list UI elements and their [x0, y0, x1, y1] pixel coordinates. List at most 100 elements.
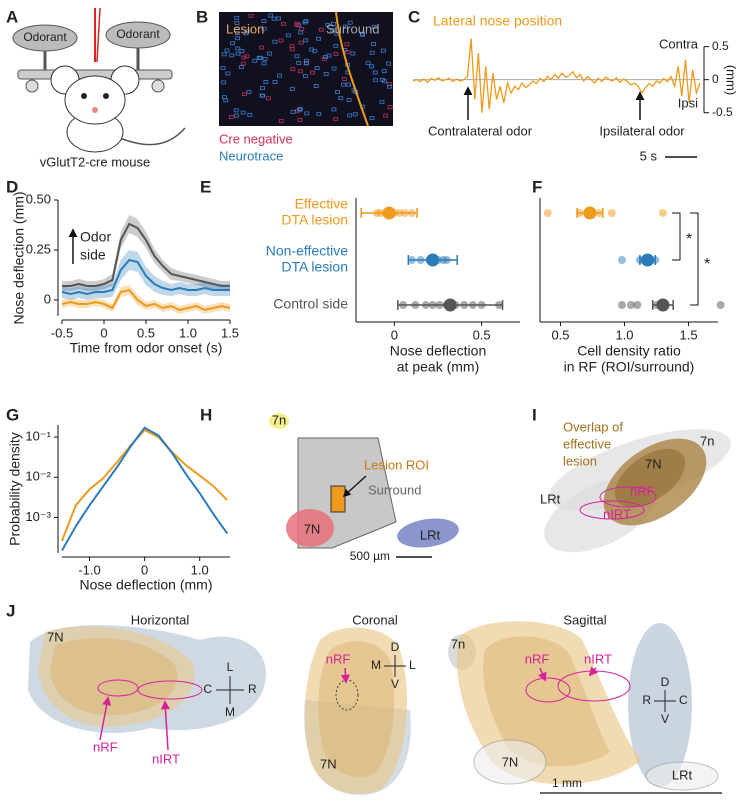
cell: [381, 69, 387, 73]
panel-letter: D: [6, 177, 18, 196]
compass-label: M: [225, 705, 235, 719]
mean-point: [443, 298, 457, 312]
region-label: 7N: [645, 456, 662, 471]
region-label: 7N: [320, 756, 337, 771]
odorant-vessel: [12, 24, 78, 52]
cell: [326, 53, 332, 58]
y-tick-label: 0: [44, 291, 51, 306]
view-title: Sagittal: [563, 612, 606, 627]
lesion-roi: [330, 485, 346, 513]
cell: [276, 73, 282, 78]
cell: [341, 82, 346, 87]
micrograph: [219, 12, 393, 126]
nucleus-lrt: [397, 518, 459, 548]
compass: [384, 655, 406, 677]
cell: [331, 107, 337, 112]
data-point: [617, 301, 626, 309]
cell: [365, 61, 371, 66]
odorant-vessel: [105, 21, 171, 49]
region-label: nIRT: [584, 651, 612, 666]
x-tick-label: 1.0: [615, 327, 633, 342]
cell: [294, 54, 300, 59]
compass-label: C: [679, 693, 688, 707]
annotation: Contralateral odor: [428, 123, 533, 138]
cell: [259, 45, 265, 50]
cell: [310, 70, 315, 75]
panel-letter: H: [200, 405, 212, 424]
compass-label: C: [203, 682, 212, 696]
stain-label: Cre negative: [219, 131, 293, 146]
panel-letter: B: [196, 7, 208, 26]
cell: [369, 115, 375, 120]
x-tick-label: 1.0: [179, 325, 197, 340]
region-label: LRt: [672, 767, 693, 782]
x-tick-label: 0: [100, 325, 107, 340]
caption: vGlutT2-cre mouse: [40, 154, 151, 169]
cell: [235, 51, 241, 56]
x-tick-label: 0: [141, 562, 148, 577]
nucleus-7N: [473, 739, 547, 785]
cell: [220, 66, 226, 71]
annotation: Ipsi: [678, 95, 698, 110]
odorant-label: Odorant: [23, 30, 67, 44]
compass-label: L: [409, 658, 416, 672]
mean-point: [382, 206, 396, 220]
cell: [380, 77, 385, 82]
data-point: [658, 209, 667, 217]
x-tick-label: 0.5: [551, 327, 569, 342]
cell: [238, 65, 244, 70]
x-axis-label: Time from odor onset (s): [70, 340, 223, 356]
mouse-nose: [92, 107, 98, 113]
region-label: nRF: [326, 651, 351, 666]
cell: [233, 108, 239, 113]
tail: [119, 127, 186, 146]
lesion-volume: [304, 627, 408, 794]
lesion-border: [335, 11, 369, 127]
cell: [316, 112, 322, 117]
odorant-label: Odorant: [116, 27, 160, 41]
cell: [261, 19, 267, 23]
chart-title: Lateral nose position: [433, 13, 562, 29]
nucleus-lrt: [645, 761, 719, 791]
cell: [276, 16, 281, 21]
cell: [352, 112, 358, 117]
cell: [280, 21, 286, 26]
nirt-outline: [579, 500, 645, 520]
significance-label: *: [704, 256, 710, 273]
cell: [373, 78, 378, 83]
region-label: nIRT: [152, 751, 180, 766]
mean-point: [641, 253, 655, 267]
cell: [379, 100, 385, 105]
label-arrow: [340, 667, 350, 684]
cell: [259, 93, 265, 98]
cell: [240, 61, 246, 66]
nucleus-7N: [286, 509, 334, 547]
bar-clamp: [151, 79, 165, 93]
cell: [289, 87, 295, 91]
category-label: Non-effective: [266, 243, 348, 259]
compass-label: V: [391, 677, 399, 691]
cell: [303, 58, 309, 63]
cell: [298, 40, 304, 45]
category-label: Effective: [295, 196, 349, 212]
cell: [221, 80, 227, 85]
cell: [234, 20, 240, 25]
label-arrow: [588, 666, 599, 677]
panel-letter: G: [6, 405, 19, 424]
cell: [323, 71, 329, 76]
cell: [235, 36, 240, 41]
region-label: 7N: [502, 754, 519, 769]
cell: [342, 24, 348, 29]
y-tick-label: -0.5: [712, 105, 733, 119]
cell: [294, 21, 300, 26]
category-label: Control side: [273, 296, 348, 312]
region-label: Lesion: [226, 21, 264, 36]
lesion-volume: [38, 626, 195, 727]
line: [62, 222, 230, 287]
cell: [304, 61, 309, 66]
cell: [234, 15, 240, 20]
cell: [331, 66, 337, 71]
cell: [244, 54, 250, 59]
cell: [371, 24, 377, 29]
panel-letter: E: [200, 177, 211, 196]
